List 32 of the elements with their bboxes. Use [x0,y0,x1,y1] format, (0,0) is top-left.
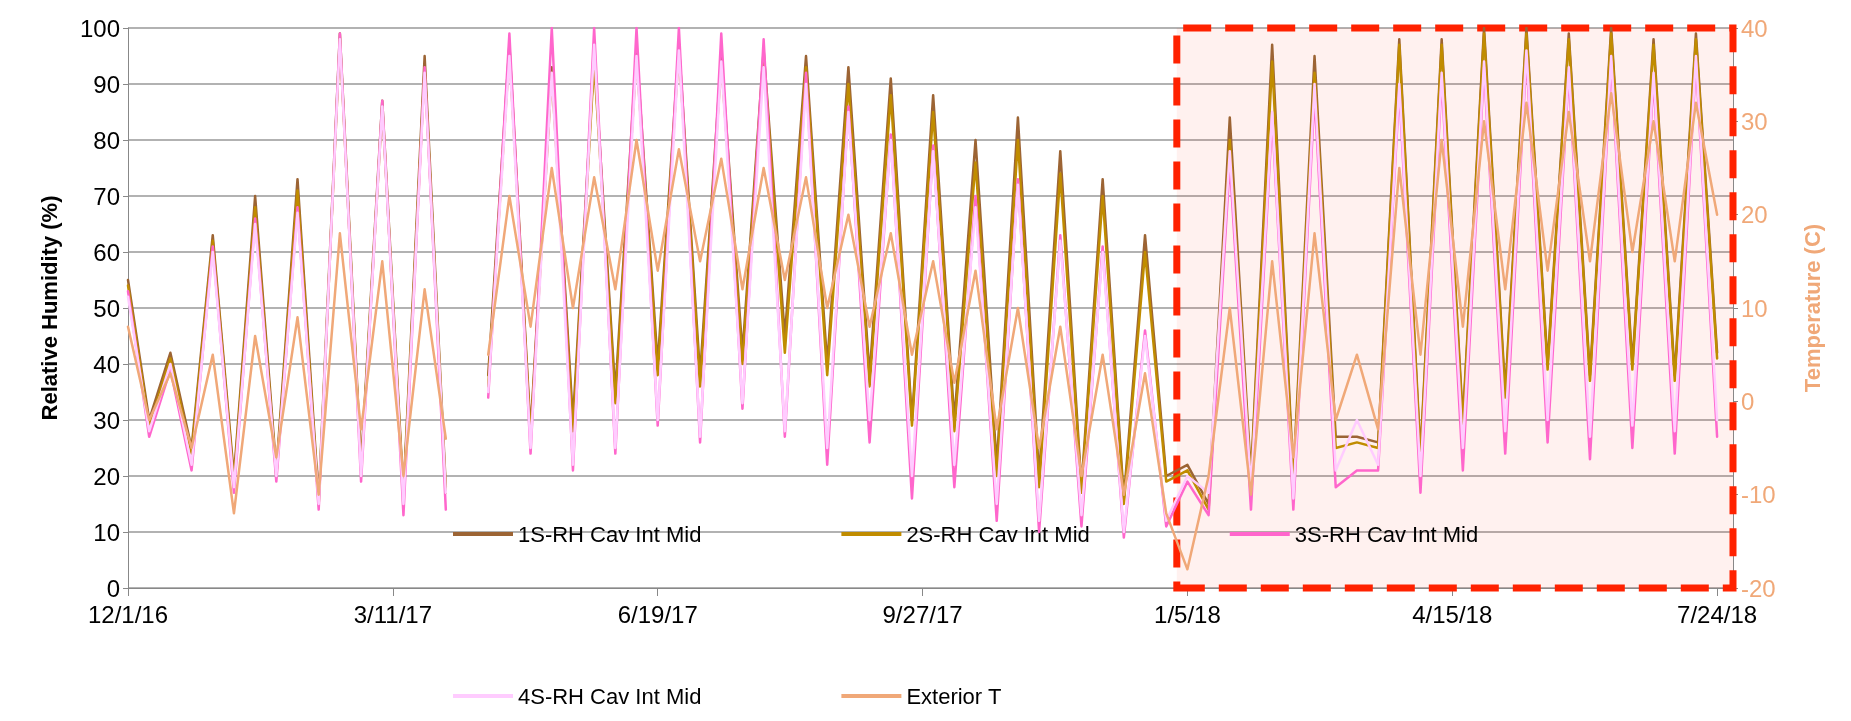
legend-label: 1S-RH Cav Int Mid [518,521,702,547]
y-tick-label: 90 [93,70,120,98]
y-tick-label: 60 [93,238,120,266]
x-tick-label: 9/27/17 [882,600,963,628]
y-tick-label: 0 [106,574,120,602]
y2-tick-label: -10 [1741,481,1776,509]
y2-tick-label: 30 [1741,107,1768,135]
y2-tick-label: 40 [1741,14,1768,42]
y2-tick-label: 20 [1741,201,1768,229]
legend-label: 4S-RH Cav Int Mid [518,683,702,709]
x-tick-label: 6/19/17 [617,600,698,628]
legend-label: 3S-RH Cav Int Mid [1294,521,1479,547]
y-tick-label: 70 [93,182,120,210]
y-tick-label: 20 [93,462,120,490]
y-tick-label: 40 [93,350,120,378]
x-tick-label: 1/5/18 [1154,600,1221,628]
x-tick-label: 4/15/18 [1412,600,1493,628]
y2-axis-title: Temperature (C) [1799,223,1825,393]
y2-tick-label: 0 [1741,387,1755,415]
y-tick-label: 30 [93,406,120,434]
y-tick-label: 50 [93,294,120,322]
y-tick-label: 100 [79,14,120,42]
y-tick-label: 80 [93,126,120,154]
x-tick-label: 3/11/17 [353,600,432,628]
y-axis-title: Relative Humidity (%) [36,195,62,421]
x-tick-label: 7/24/18 [1677,600,1758,628]
legend-label: 2S-RH Cav Int Mid [906,521,1090,547]
legend-label: Exterior T [906,683,1002,709]
y-tick-label: 10 [93,518,120,546]
y2-tick-label: 10 [1741,294,1768,322]
x-tick-label: 12/1/16 [87,600,169,628]
y2-tick-label: -20 [1741,574,1776,602]
